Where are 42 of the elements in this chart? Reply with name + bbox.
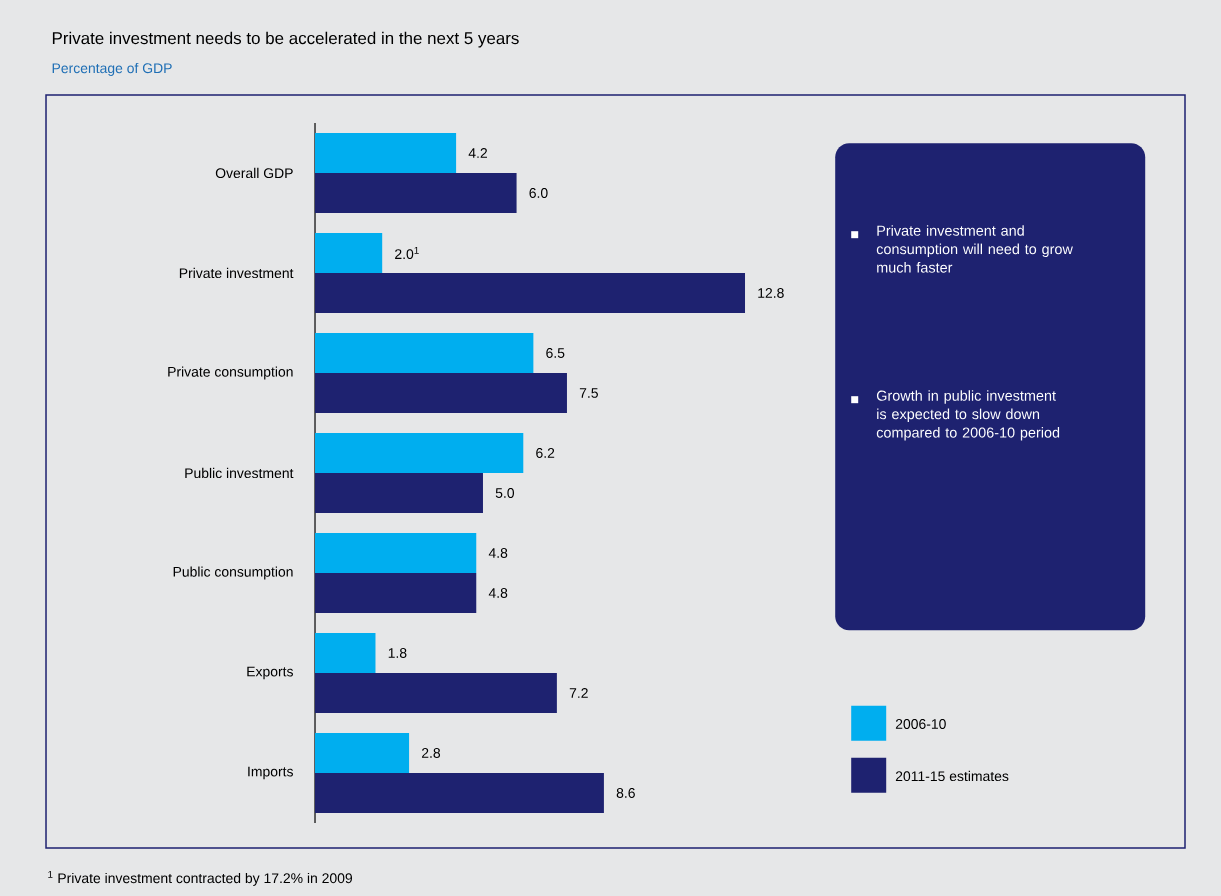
bar bbox=[315, 472, 483, 513]
y-tick-label: Public consumption bbox=[173, 566, 293, 580]
bar bbox=[315, 672, 557, 713]
text: Percentage of GDP bbox=[52, 62, 172, 76]
data-label: 6.5 bbox=[546, 348, 565, 358]
bar bbox=[315, 632, 376, 673]
data-label: 5.0 bbox=[495, 488, 515, 498]
chart-title: Private investment needs to be accelerated in the next 5 years bbox=[52, 31, 519, 48]
bar bbox=[315, 772, 604, 813]
data-label: 7.5 bbox=[579, 388, 598, 398]
data-label: 12.8 bbox=[758, 288, 784, 298]
y-tick-label: Private investment bbox=[179, 267, 294, 279]
data-label: 7.2 bbox=[569, 688, 588, 698]
data-label: 8.6 bbox=[616, 788, 635, 798]
text: Growth in public investment is expected to slow down compared to 2006-10 period bbox=[876, 390, 1060, 441]
bar bbox=[315, 732, 410, 773]
y-tick-label: Exports bbox=[247, 666, 293, 680]
bar bbox=[315, 232, 383, 273]
y-tick-label: Overall GDP bbox=[215, 167, 293, 179]
text: 2006-10 bbox=[895, 719, 946, 729]
bar bbox=[315, 272, 746, 313]
bar bbox=[315, 572, 477, 613]
data-label: 6.2 bbox=[536, 448, 555, 458]
data-label: 6.0 bbox=[529, 188, 548, 198]
data-label: 4.8 bbox=[488, 548, 508, 558]
y-tick-label: Imports bbox=[248, 766, 293, 780]
bar bbox=[315, 532, 477, 573]
bar bbox=[315, 133, 457, 173]
bar bbox=[315, 432, 524, 473]
y-tick-label: Private consumption bbox=[168, 366, 293, 380]
y-tick-label: Public investment bbox=[185, 467, 294, 479]
text: Private investment and consumption will need to grow much faster bbox=[876, 225, 1073, 273]
bar bbox=[315, 372, 567, 413]
data-label: 2.8 bbox=[421, 748, 441, 758]
data-label: 4.8 bbox=[488, 588, 508, 598]
text: 2011-15 estimates bbox=[895, 770, 1009, 782]
bar bbox=[315, 332, 534, 373]
bar bbox=[315, 173, 517, 213]
data-label: 4.2 bbox=[468, 148, 487, 158]
data-label: 2.0$^{1}$ bbox=[395, 246, 419, 260]
text: $^{1}$ Private investment contracted by 17.2% in 2009 bbox=[48, 871, 353, 886]
data-label: 1.8 bbox=[388, 648, 407, 658]
